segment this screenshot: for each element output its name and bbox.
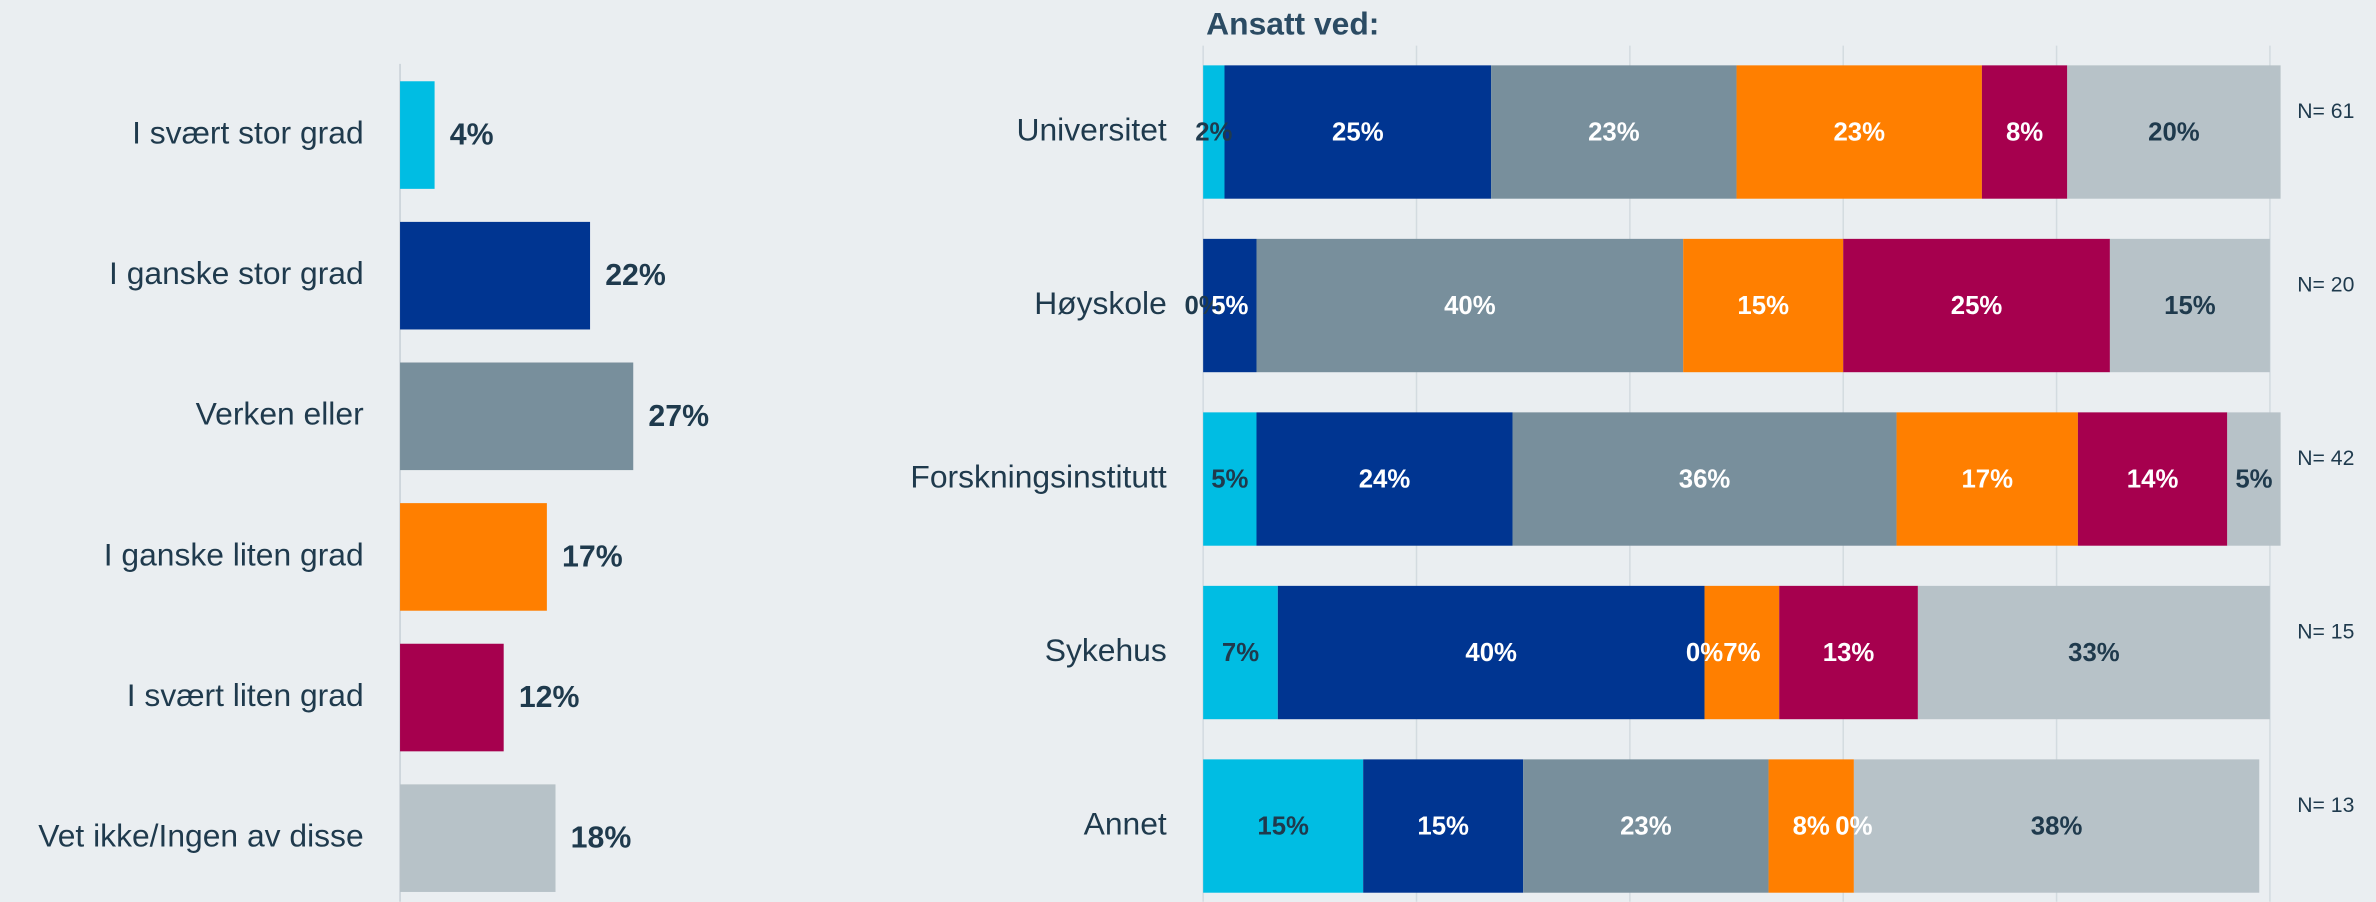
segment [1256,412,1513,546]
segment [1523,759,1769,893]
bar [400,643,504,752]
segment [1256,238,1684,373]
value-label: 0% [1835,812,1872,840]
value-label: 17% [1961,465,2013,493]
segment [1896,412,2078,546]
value-label: 18% [571,822,632,855]
n-label: N= 20 [2297,273,2354,296]
n-label: N= 61 [2297,100,2354,123]
segment [1981,65,2068,199]
value-label: 15% [1257,812,1309,840]
value-label: 7% [1723,639,1760,667]
value-label: 8% [2006,118,2043,146]
value-label: 23% [1620,812,1672,840]
segment [1512,412,1897,546]
segment [1203,65,1225,199]
category-label: Verken eller [196,396,364,432]
bar [400,503,547,611]
value-label: 20% [2148,118,2200,146]
segment [1843,238,2110,373]
value-label: 40% [1465,639,1517,667]
n-label: N= 15 [2297,620,2354,643]
value-label: 40% [1444,292,1496,320]
segment [1203,412,1257,546]
value-label: 13% [1823,639,1875,667]
value-label: 14% [2127,465,2179,493]
bar [400,784,556,892]
category-label: I svært liten grad [127,677,364,713]
segment [1203,759,1364,893]
value-label: 22% [605,259,666,292]
value-label: 15% [1737,292,1789,320]
value-label: 25% [1332,118,1384,146]
segment [1363,759,1524,893]
value-label: 4% [450,119,494,152]
segment [2227,412,2281,546]
segment [1736,65,1982,199]
chart-title: Ansatt ved: [1206,5,1379,41]
category-label: Forskningsinstitutt [910,458,1167,494]
segment [2067,65,2281,199]
value-label: 12% [519,681,580,714]
n-label: N= 42 [2297,447,2354,470]
n-label: N= 13 [2297,794,2354,817]
value-label: 27% [648,400,709,433]
segment [1768,759,1854,893]
segment [1203,238,1257,373]
segment [1683,238,1844,373]
bar [400,221,591,330]
value-label: 5% [1211,465,1248,493]
value-label: 0% [1686,639,1723,667]
value-label: 0% [1185,292,1222,320]
segment [1224,65,1492,199]
category-label: I ganske stor grad [109,255,364,291]
category-label: I svært stor grad [132,114,364,150]
category-label: Universitet [1017,111,1167,147]
category-label: Annet [1084,805,1167,841]
segment [1779,585,1918,720]
category-label: Sykehus [1045,632,1167,668]
segment [1203,585,1278,720]
category-label: Vet ikke/Ingen av disse [38,818,363,854]
segment [2109,238,2270,373]
value-label: 8% [1793,812,1830,840]
value-label: 17% [562,540,623,573]
value-label: 15% [2164,292,2216,320]
segment [1917,585,2270,720]
segment [1277,585,1705,720]
value-label: 5% [2235,465,2272,493]
value-label: 23% [1588,118,1640,146]
value-label: 7% [1222,639,1259,667]
segment [1491,65,1737,199]
category-label: Høyskole [1034,285,1167,321]
segment [1853,759,2260,893]
segment [1704,585,1780,720]
category-label: I ganske liten grad [104,536,364,572]
bar [400,81,435,189]
value-label: 24% [1359,465,1411,493]
value-label: 33% [2068,639,2120,667]
value-label: 2% [1195,118,1232,146]
bar [400,362,634,471]
segment [2077,412,2228,546]
value-label: 36% [1679,465,1731,493]
value-label: 15% [1417,812,1469,840]
value-label: 23% [1833,118,1885,146]
value-label: 5% [1211,292,1248,320]
value-label: 38% [2031,812,2083,840]
value-label: 25% [1951,292,2003,320]
